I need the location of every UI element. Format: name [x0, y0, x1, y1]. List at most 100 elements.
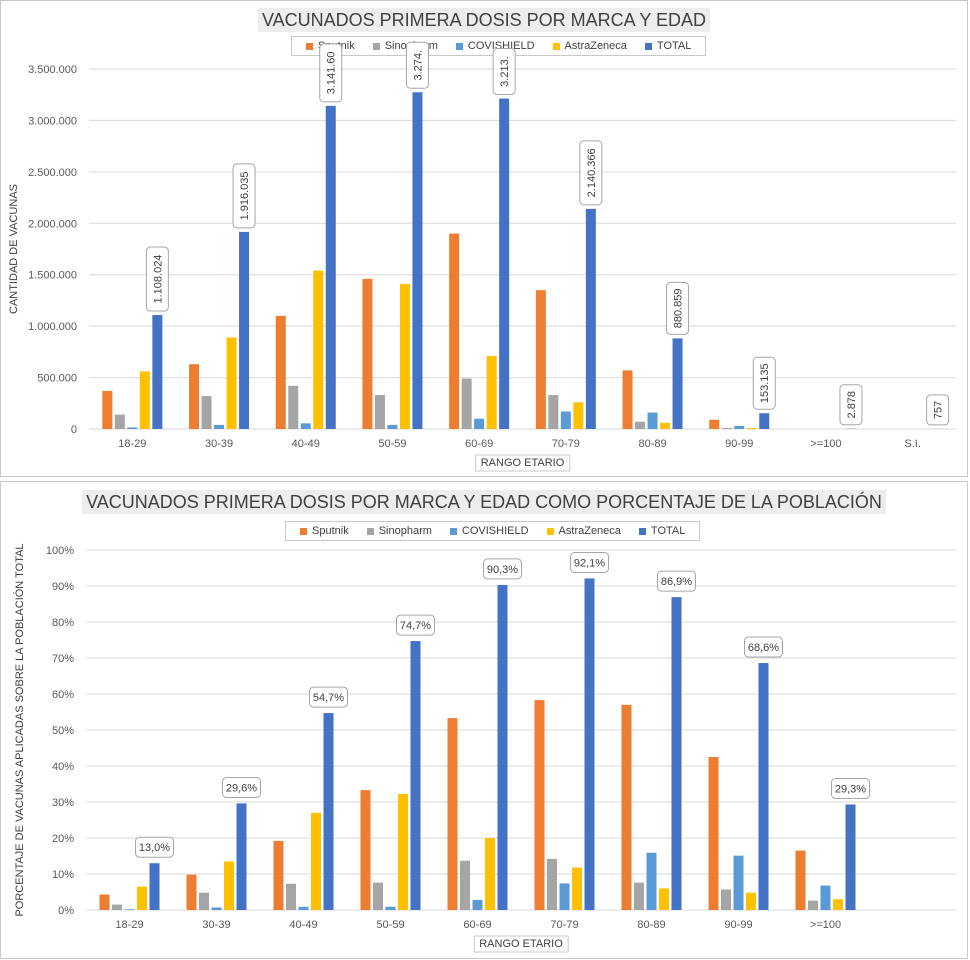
data-label-box	[309, 686, 348, 708]
bar-chart-quantity: 0 500.000 1.000.000 1.500.000 2.000.000 2.500…	[8, 41, 956, 472]
chart-panel-quantity: VACUNADOS PRIMERA DOSIS POR MARCA Y EDAD…	[0, 0, 968, 477]
bar-covishield	[474, 418, 485, 429]
data-label: 29,6%	[222, 776, 261, 798]
bar-sputnik	[449, 233, 460, 429]
data-label-box	[744, 636, 783, 658]
data-label-text: 2.140.366	[586, 148, 598, 197]
y-tick-label: 0	[71, 424, 77, 436]
bar-total	[149, 863, 160, 910]
bar-sinopharm	[373, 882, 383, 910]
legend-swatch	[300, 527, 307, 535]
bar-covishield	[734, 425, 745, 429]
x-tick-label: 80-89	[638, 438, 666, 450]
legend-swatch	[306, 42, 313, 50]
x-tick-label: 70-79	[550, 919, 578, 931]
bar-total	[152, 315, 163, 429]
data-label: 92,1%	[570, 551, 609, 573]
bar-sinopharm	[286, 883, 296, 910]
data-label-text: 29,3%	[835, 784, 866, 796]
bar-astrazeneca	[313, 270, 324, 429]
bar-sinopharm	[199, 892, 209, 910]
x-axis-title-box	[473, 935, 569, 953]
y-tick-label: 500.000	[37, 373, 77, 385]
data-label-box	[657, 570, 696, 592]
x-tick-label: 60-69	[465, 438, 493, 450]
x-axis-title: RANGO ETARIO	[481, 457, 565, 469]
x-axis-title: RANGO ETARIO	[479, 938, 563, 950]
bar-covishield	[387, 424, 398, 429]
data-label-text: 880.859	[673, 289, 685, 329]
bar-sputnik	[273, 840, 284, 910]
bar-astrazeneca	[746, 892, 756, 910]
data-label-box	[232, 163, 256, 229]
bar-sinopharm	[112, 904, 122, 910]
bar-sinopharm	[461, 378, 472, 429]
bar-covishield	[211, 907, 222, 910]
bar-astrazeneca	[224, 861, 234, 910]
data-label: 2.878	[839, 384, 863, 426]
bar-total	[671, 597, 682, 910]
bar-sputnik	[621, 704, 632, 910]
data-label: 13,0%	[135, 836, 174, 858]
legend-item-astrazeneca: AstraZeneca	[552, 40, 627, 52]
x-tick-label: 60-69	[463, 919, 491, 931]
data-label-box	[492, 48, 516, 96]
y-tick-label: 20%	[52, 833, 74, 845]
y-tick-label: 2.500.000	[28, 167, 77, 179]
bar-sinopharm	[548, 395, 559, 429]
y-tick-label: 2.000.000	[28, 218, 77, 230]
bar-astrazeneca	[746, 427, 757, 429]
data-label-text: 3.141.60	[326, 51, 338, 94]
bar-astrazeneca	[833, 899, 843, 910]
data-label-text: 90,3%	[487, 564, 518, 576]
x-tick-label: 80-89	[637, 919, 665, 931]
bar-sinopharm	[635, 421, 646, 429]
bar-covishield	[124, 909, 135, 910]
legend-item-covishield: COVISHIELD	[449, 525, 529, 537]
bar-sputnik	[99, 894, 110, 910]
data-label: 86,9%	[657, 570, 696, 592]
data-label-box	[222, 776, 261, 798]
data-label-box	[405, 41, 429, 89]
y-tick-label: 10%	[52, 869, 74, 881]
bar-total	[410, 641, 421, 910]
data-label-text: 153.135	[759, 363, 771, 403]
bar-astrazeneca	[311, 812, 321, 910]
bar-sputnik	[102, 390, 113, 429]
legend-swatch	[552, 42, 560, 50]
bar-sinopharm	[721, 427, 732, 429]
data-label: 3.213.	[492, 48, 516, 96]
bar-total	[759, 413, 770, 429]
chart-title: VACUNADOS PRIMERA DOSIS POR MARCA Y EDAD…	[1, 490, 967, 514]
y-tick-label: 40%	[52, 761, 74, 773]
x-tick-label: 18-29	[115, 919, 143, 931]
bar-total	[497, 584, 508, 910]
data-label: 3.274.	[405, 41, 429, 89]
y-tick-label: 3.500.000	[28, 64, 77, 76]
x-tick-label: 18-29	[118, 438, 146, 450]
legend-item-total: TOTAL	[638, 525, 685, 537]
x-tick-label: 40-49	[292, 438, 320, 450]
bar-sinopharm	[721, 889, 731, 910]
bar-covishield	[647, 412, 658, 429]
legend-swatch	[638, 527, 646, 535]
legend-swatch	[449, 527, 457, 535]
bar-astrazeneca	[485, 838, 495, 910]
bar-covishield	[560, 411, 571, 429]
data-label-box	[135, 836, 174, 858]
data-label-box	[579, 140, 603, 206]
bar-sputnik	[447, 718, 458, 910]
bar-astrazeneca	[660, 422, 671, 429]
data-label-text: 3.274.	[412, 50, 424, 81]
data-label-text: 29,6%	[226, 782, 257, 794]
y-tick-label: 60%	[52, 689, 74, 701]
data-label-text: 74,7%	[400, 620, 431, 632]
bar-astrazeneca	[137, 886, 147, 910]
bar-covishield	[298, 906, 309, 910]
bar-sinopharm	[374, 395, 385, 429]
x-axis-title-box	[475, 454, 571, 472]
x-tick-label: 40-49	[289, 919, 317, 931]
legend-item-sputnik: Sputnik	[300, 525, 349, 537]
legend-item-astrazeneca: AstraZeneca	[546, 525, 621, 537]
data-label-text: 1.108.024	[152, 255, 164, 304]
